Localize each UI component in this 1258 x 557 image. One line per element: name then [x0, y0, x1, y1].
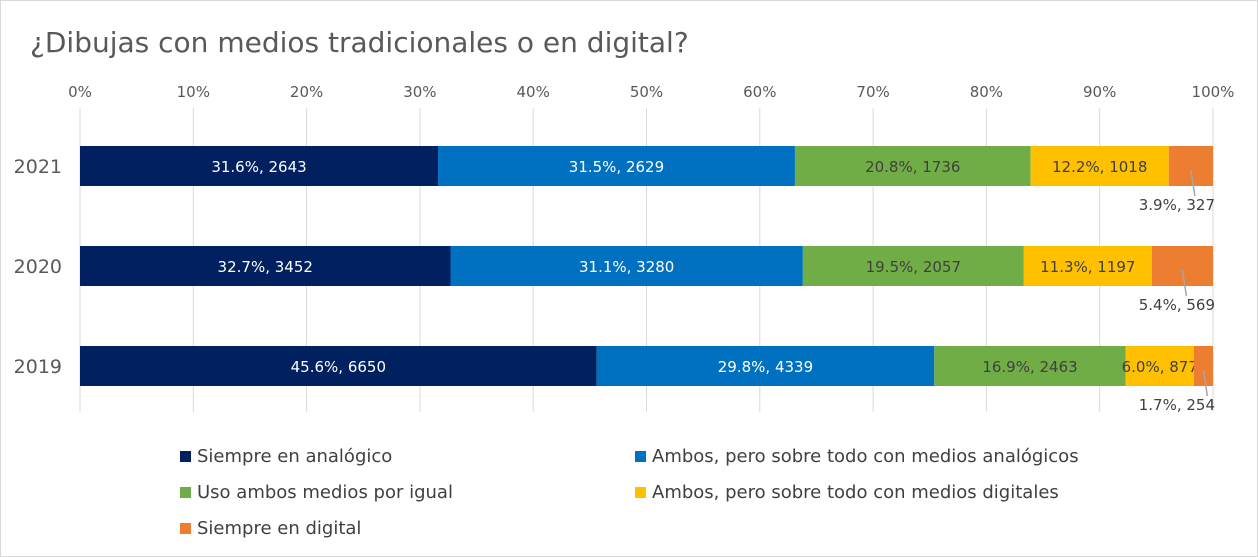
x-tick-label: 40% [517, 83, 550, 101]
bar-segment [450, 246, 803, 286]
bar-segment [1193, 346, 1213, 386]
leader-line [1181, 269, 1188, 297]
leader-line [1202, 369, 1209, 397]
bar-segment [1030, 146, 1169, 186]
bar-segment [80, 146, 439, 186]
leader-line [1190, 169, 1196, 197]
data-label: 20.8%, 1736 [865, 158, 960, 176]
legend-label: Siempre en digital [197, 518, 362, 539]
legend-item: Ambos, pero sobre todo con medios analóg… [635, 446, 1079, 467]
legend-item: Ambos, pero sobre todo con medios digita… [635, 482, 1059, 503]
x-tick-label: 0% [68, 83, 92, 101]
legend-item: Siempre en analógico [180, 446, 392, 467]
x-tick-label: 60% [743, 83, 776, 101]
bar-segment [596, 346, 935, 386]
data-label: 19.5%, 2057 [866, 258, 961, 276]
legend-label: Uso ambos medios por igual [197, 482, 453, 503]
bar-segment [80, 246, 451, 286]
x-tick-label: 90% [1083, 83, 1116, 101]
data-label: 31.1%, 3280 [579, 258, 674, 276]
bar-segment [802, 246, 1024, 286]
legend-swatch [180, 487, 191, 498]
x-tick-label: 50% [630, 83, 663, 101]
x-tick-label: 30% [403, 83, 436, 101]
bar-segment [438, 146, 795, 186]
legend-swatch [180, 523, 191, 534]
bar-segment [794, 146, 1031, 186]
bar-segment [1125, 346, 1194, 386]
legend-swatch [635, 487, 646, 498]
legend-label: Ambos, pero sobre todo con medios analóg… [652, 446, 1079, 467]
legend-label: Siempre en analógico [197, 446, 393, 467]
x-tick-label: 70% [856, 83, 889, 101]
data-label: 31.6%, 2643 [211, 158, 306, 176]
legend-item: Siempre en digital [180, 518, 361, 539]
legend-swatch [180, 451, 191, 462]
data-label: 12.2%, 1018 [1052, 158, 1147, 176]
bar-segment [1151, 246, 1213, 286]
bar-segment [80, 346, 597, 386]
y-category-label: 2021 [14, 156, 62, 178]
data-label: 5.4%, 569 [1139, 296, 1215, 314]
data-label: 16.9%, 2463 [982, 358, 1077, 376]
legend-item: Uso ambos medios por igual [180, 482, 453, 503]
x-tick-label: 80% [970, 83, 1003, 101]
legend-label: Ambos, pero sobre todo con medios digita… [652, 482, 1059, 503]
data-label: 1.7%, 254 [1139, 396, 1215, 414]
data-label: 32.7%, 3452 [218, 258, 313, 276]
data-label: 6.0%, 877 [1122, 358, 1198, 376]
x-tick-label: 100% [1192, 83, 1235, 101]
data-label: 11.3%, 1197 [1040, 258, 1135, 276]
data-label: 31.5%, 2629 [569, 158, 664, 176]
y-category-label: 2019 [14, 356, 62, 378]
data-label: 29.8%, 4339 [718, 358, 813, 376]
x-tick-label: 20% [290, 83, 323, 101]
bar-segment [1023, 246, 1152, 286]
y-category-label: 2020 [14, 256, 62, 278]
bar-segment [1168, 146, 1213, 186]
x-tick-label: 10% [177, 83, 210, 101]
legend-swatch [635, 451, 646, 462]
bar-segment [934, 346, 1126, 386]
chart-title: ¿Dibujas con medios tradicionales o en d… [30, 26, 689, 59]
data-label: 3.9%, 327 [1139, 196, 1215, 214]
data-label: 45.6%, 6650 [291, 358, 386, 376]
